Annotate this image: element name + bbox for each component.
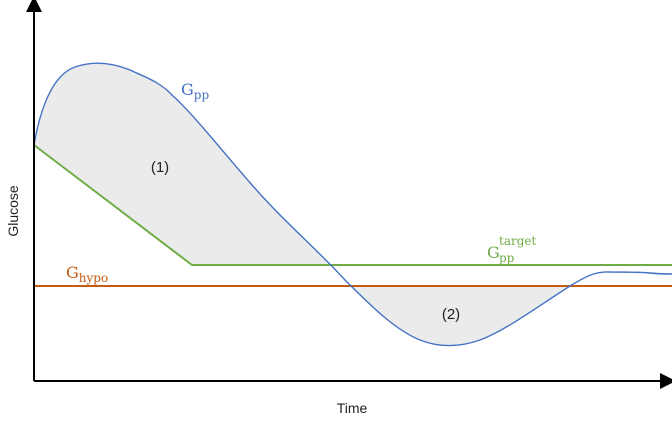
g-pp-target-line (33, 144, 672, 266)
g-pp-label-sub: pp (194, 88, 210, 102)
g-hypo-label-sub: hypo (79, 271, 108, 285)
g-pp-label: Gpp (181, 80, 209, 102)
y-axis-label: Glucose (5, 185, 21, 237)
g-pp-curve (33, 62, 672, 347)
g-pp-label-base: G (181, 80, 194, 99)
region-2-shade (350, 286, 568, 346)
region-1-shade (34, 63, 345, 265)
x-axis-label: Time (337, 400, 368, 416)
region-1-label: (1) (151, 159, 169, 176)
g-pp-target-label-sup: target (499, 234, 536, 248)
region-2-label: (2) (442, 306, 460, 323)
g-hypo-label-base: G (66, 263, 79, 282)
g-pp-target-label-sub: pp (499, 251, 515, 265)
g-pp-target-label-base: G (487, 243, 500, 262)
g-pp-target-label: G (487, 243, 500, 262)
g-hypo-label: Ghypo (66, 263, 108, 285)
